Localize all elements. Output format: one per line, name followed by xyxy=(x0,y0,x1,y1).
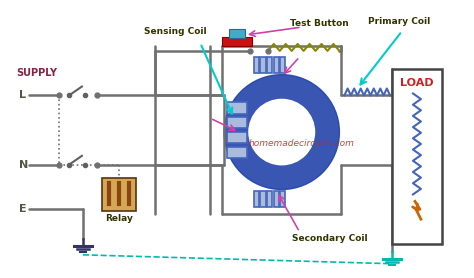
FancyBboxPatch shape xyxy=(254,192,259,207)
FancyBboxPatch shape xyxy=(222,37,252,46)
Text: LOAD: LOAD xyxy=(400,78,434,88)
Text: homemadecircuits.com: homemadecircuits.com xyxy=(249,140,355,148)
Text: Relay: Relay xyxy=(105,214,133,223)
FancyBboxPatch shape xyxy=(260,192,266,207)
FancyBboxPatch shape xyxy=(229,29,245,38)
Text: N: N xyxy=(19,160,28,170)
FancyBboxPatch shape xyxy=(102,178,136,211)
FancyBboxPatch shape xyxy=(280,57,285,73)
Text: SUPPLY: SUPPLY xyxy=(16,68,57,78)
Circle shape xyxy=(249,100,315,165)
FancyBboxPatch shape xyxy=(392,69,442,244)
Text: Sensing Coil: Sensing Coil xyxy=(144,27,207,36)
FancyBboxPatch shape xyxy=(273,192,279,207)
FancyBboxPatch shape xyxy=(227,117,247,128)
FancyBboxPatch shape xyxy=(273,57,279,73)
Text: Test Button: Test Button xyxy=(290,19,349,28)
FancyBboxPatch shape xyxy=(267,192,272,207)
FancyBboxPatch shape xyxy=(227,132,247,143)
Circle shape xyxy=(224,75,339,190)
FancyBboxPatch shape xyxy=(280,192,285,207)
FancyBboxPatch shape xyxy=(227,147,247,158)
FancyBboxPatch shape xyxy=(254,57,259,73)
Text: Primary Coil: Primary Coil xyxy=(368,17,430,26)
Text: Secondary Coil: Secondary Coil xyxy=(292,234,367,244)
Text: E: E xyxy=(19,204,27,214)
FancyBboxPatch shape xyxy=(260,57,266,73)
Text: L: L xyxy=(19,90,26,100)
FancyBboxPatch shape xyxy=(267,57,272,73)
FancyBboxPatch shape xyxy=(227,102,247,113)
